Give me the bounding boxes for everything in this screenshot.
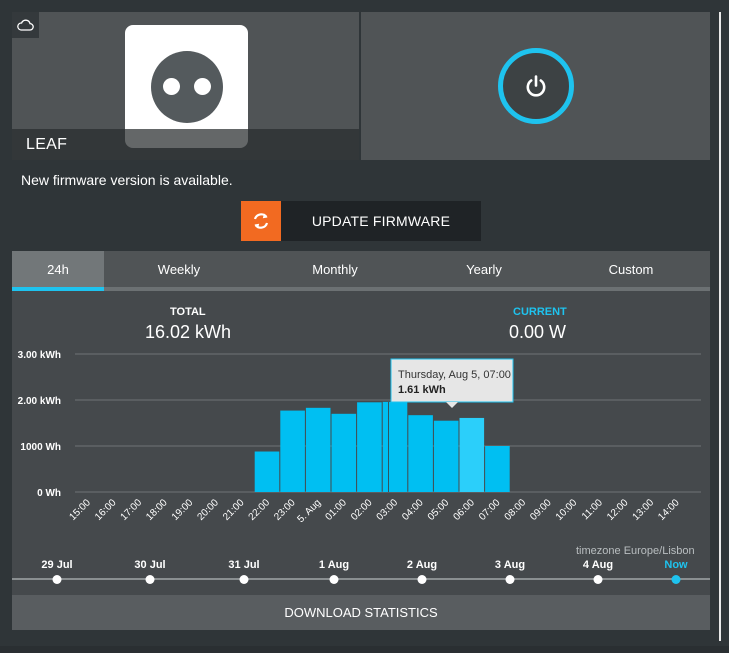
x-tick-label: 04:00 xyxy=(400,497,426,523)
download-statistics-button[interactable]: DOWNLOAD STATISTICS xyxy=(12,595,710,630)
y-tick-label: 3.00 kWh xyxy=(18,350,61,361)
tab-custom[interactable]: Custom xyxy=(608,261,654,277)
tab-underline xyxy=(12,287,710,291)
total-value: 16.02 kWh xyxy=(145,322,232,342)
x-tick-label: 18:00 xyxy=(144,497,170,523)
chart-bar xyxy=(331,413,357,492)
firmware-message: New firmware version is available. xyxy=(21,172,233,188)
x-tick-label: 12:00 xyxy=(605,497,631,523)
timeline-day-dot[interactable] xyxy=(593,575,603,584)
energy-chart: 0 Wh 1000 Wh 2.00 kWh 3.00 kWh 15:00 16:00 17:… xyxy=(18,350,701,525)
chart-bar xyxy=(280,410,305,492)
x-tick-label: 06:00 xyxy=(451,497,477,523)
period-tabs: 24h Weekly Monthly Yearly Custom xyxy=(12,251,710,287)
timeline-day-label[interactable]: 4 Aug xyxy=(582,559,614,571)
tab-monthly[interactable]: Monthly xyxy=(312,261,358,277)
timeline-day-label[interactable]: 29 Jul xyxy=(41,559,73,571)
timeline-day-dot[interactable] xyxy=(671,575,681,584)
right-frame-border xyxy=(719,12,721,641)
timezone-label: timezone Europe/Lisbon xyxy=(576,545,695,557)
tooltip-title: Thursday, Aug 5, 07:00 xyxy=(398,369,511,381)
y-tick-label: 1000 Wh xyxy=(20,442,61,453)
timeline-day-label[interactable]: 2 Aug xyxy=(406,559,438,571)
x-tick-label: 10:00 xyxy=(554,497,580,523)
x-tick-label: 19:00 xyxy=(170,497,196,523)
x-tick-label: 03:00 xyxy=(375,497,401,523)
chart-bar xyxy=(485,446,510,492)
timeline-day-dot[interactable] xyxy=(239,575,249,584)
x-tick-label: 11:00 xyxy=(580,497,605,522)
tab-yearly[interactable]: Yearly xyxy=(466,261,502,277)
y-tick-label: 2.00 kWh xyxy=(18,396,61,407)
x-tick-label: 22:00 xyxy=(247,497,273,523)
x-tick-label: 17:00 xyxy=(119,497,145,523)
update-firmware-label: UPDATE FIRMWARE xyxy=(311,213,451,229)
x-tick-label: 5. Aug xyxy=(295,497,323,525)
power-tile xyxy=(361,12,710,160)
cloud-status-badge xyxy=(12,12,39,38)
device-name: LEAF xyxy=(12,129,359,160)
tab-weekly[interactable]: Weekly xyxy=(157,261,201,277)
chart-bar xyxy=(459,417,485,492)
power-socket-icon xyxy=(125,25,248,148)
tab-active-indicator xyxy=(12,287,104,291)
chart-bar xyxy=(382,401,408,492)
x-tick-label: 09:00 xyxy=(528,497,554,523)
chart-bar xyxy=(357,402,382,492)
timeline-day-dot[interactable] xyxy=(329,575,339,584)
x-tick-label: 20:00 xyxy=(195,497,221,523)
timeline-day-dot[interactable] xyxy=(505,575,515,584)
timeline-day-label[interactable]: 3 Aug xyxy=(494,559,526,571)
total-label: TOTAL xyxy=(170,306,206,318)
x-tick-label: 08:00 xyxy=(503,497,529,523)
x-tick-label: 05:00 xyxy=(426,497,452,523)
timeline-day-label[interactable]: 31 Jul xyxy=(228,559,260,571)
x-tick-label: 21:00 xyxy=(221,497,247,523)
x-tick-label: 15:00 xyxy=(67,497,93,523)
x-tick-label: 23:00 xyxy=(272,497,298,523)
power-icon xyxy=(526,75,546,97)
timeline-track xyxy=(12,578,710,580)
bottom-frame xyxy=(0,646,729,653)
timeline-day-label[interactable]: 30 Jul xyxy=(134,559,166,571)
timeline-day-dot[interactable] xyxy=(52,575,62,584)
current-value: 0.00 W xyxy=(509,322,567,342)
chart-bar xyxy=(433,420,459,492)
x-tick-label: 16:00 xyxy=(93,497,119,523)
chart-bar xyxy=(408,415,433,492)
x-tick-label: 07:00 xyxy=(477,497,503,523)
tab-24h[interactable]: 24h xyxy=(12,251,104,287)
timeline-day-label[interactable]: Now xyxy=(664,559,688,571)
y-tick-label: 0 Wh xyxy=(37,488,61,499)
cloud-icon xyxy=(17,19,34,31)
refresh-icon xyxy=(241,201,281,241)
power-toggle-button[interactable] xyxy=(498,48,574,124)
chart-bar xyxy=(254,451,280,492)
chart-bar xyxy=(305,407,331,492)
timeline-day-label[interactable]: 1 Aug xyxy=(318,559,350,571)
current-label: CURRENT xyxy=(513,306,567,318)
timeline-day-dot[interactable] xyxy=(145,575,155,584)
x-tick-label: 02:00 xyxy=(349,497,375,523)
x-tick-label: 14:00 xyxy=(656,497,682,523)
x-tick-label: 13:00 xyxy=(631,497,657,523)
update-firmware-button[interactable]: UPDATE FIRMWARE xyxy=(241,201,481,241)
tooltip-pointer xyxy=(446,402,458,408)
tooltip-value: 1.61 kWh xyxy=(398,384,446,396)
timeline-day-dot[interactable] xyxy=(417,575,427,584)
x-tick-label: 01:00 xyxy=(323,497,349,523)
device-tile[interactable]: LEAF xyxy=(12,12,359,160)
